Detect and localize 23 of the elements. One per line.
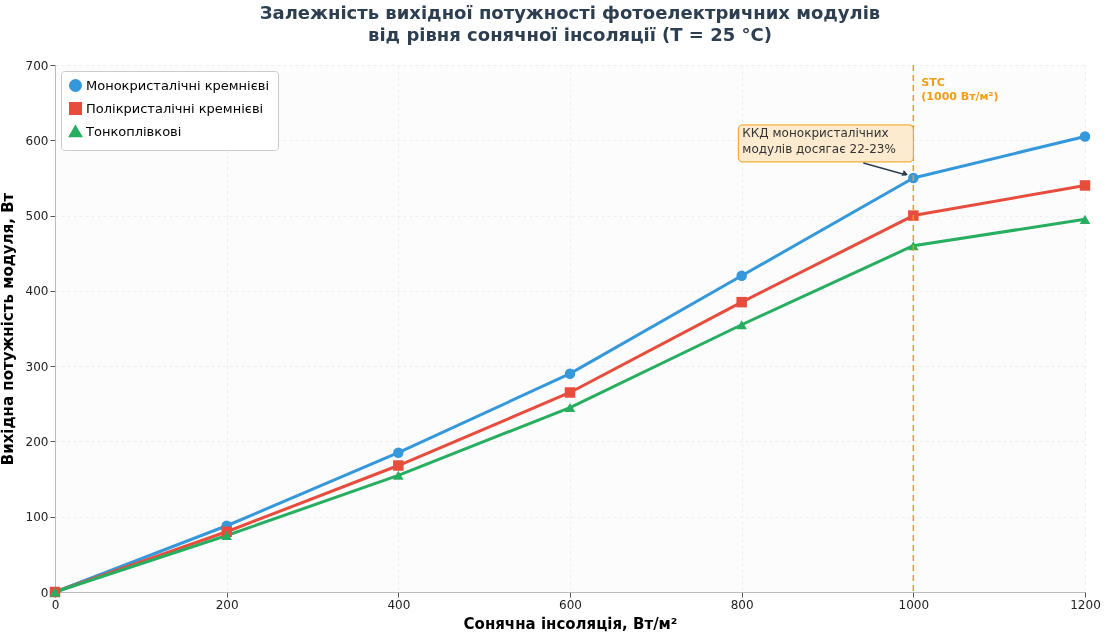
x-tick-label: 200 <box>215 597 239 612</box>
ref-line-label: STC (1000 Вт/м²) <box>921 76 999 103</box>
x-tick-label: 1200 <box>1070 597 1101 612</box>
legend-label: Тонкоплівкові <box>85 123 182 139</box>
y-tick-label: 300 <box>25 359 49 374</box>
chart-title: Залежність вихідної потужності фотоелектричних модулів від рівня сонячної інсоляції (T = 25 °C) <box>259 2 881 45</box>
y-tick-label: 600 <box>25 133 49 148</box>
y-tick-label: 700 <box>25 58 49 73</box>
y-tick-label: 400 <box>25 284 49 299</box>
y-axis-title: Вихідна потужність модуля, Вт <box>0 192 17 466</box>
legend-label: Монокристалічні кремнієві <box>86 77 270 93</box>
legend-label: Полікристалічні кремнієві <box>86 100 264 116</box>
annotation: ККД монокристалічних модулів досягає 22-23% <box>742 125 896 156</box>
y-tick-label: 200 <box>25 434 49 449</box>
y-tick-label: 100 <box>25 510 49 525</box>
x-tick-label: 600 <box>559 597 582 612</box>
x-tick-label: 1000 <box>898 597 930 612</box>
x-tick-label: 800 <box>730 597 754 612</box>
y-tick-label: 500 <box>25 209 49 224</box>
x-tick-label: 0 <box>51 597 60 612</box>
x-tick-label: 400 <box>387 597 411 612</box>
y-tick-label: 0 <box>40 585 49 600</box>
x-axis-title: Сонячна інсоляція, Вт/м² <box>463 614 678 633</box>
